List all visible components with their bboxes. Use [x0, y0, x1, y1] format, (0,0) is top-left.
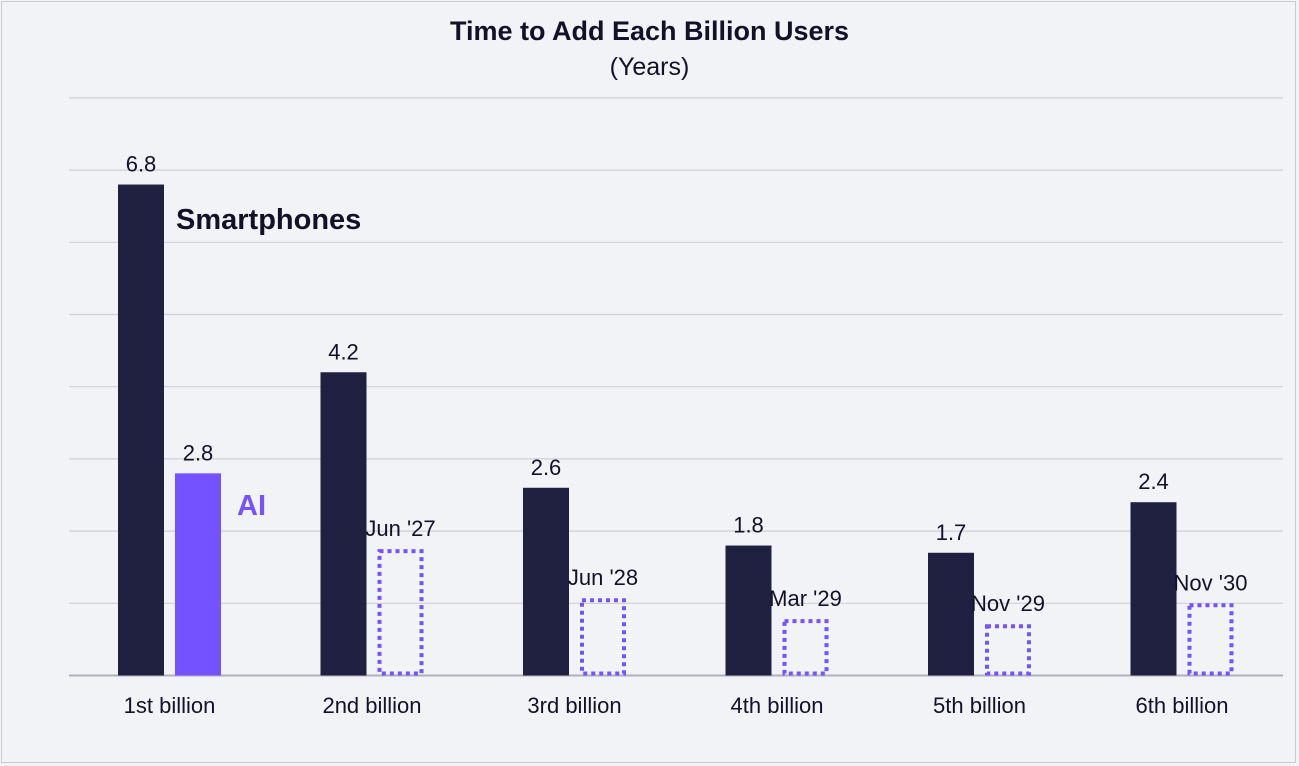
ai-bar — [175, 473, 221, 676]
x-tick-label: 1st billion — [124, 693, 216, 718]
chart-subtitle: (Years) — [609, 53, 690, 81]
ai-value-label: Jun '28 — [568, 565, 638, 590]
smartphones-series-label: Smartphones — [176, 204, 361, 236]
ai-value-label: Jun '27 — [365, 516, 435, 541]
smartphones-value-label: 6.8 — [126, 152, 157, 177]
ai-value-label: Mar '29 — [769, 586, 842, 611]
x-tick-label: 2nd billion — [322, 693, 421, 718]
smartphones-bar — [928, 552, 974, 676]
smartphones-bar — [725, 545, 772, 676]
x-tick-label: 4th billion — [731, 693, 824, 718]
ai-value-label: Nov '30 — [1174, 570, 1248, 595]
smartphones-value-label: 2.6 — [531, 455, 562, 480]
smartphones-bar — [320, 372, 367, 676]
ai-projected-bar — [1187, 603, 1234, 676]
ai-projected-bar — [782, 619, 829, 676]
ai-value-label: 2.8 — [183, 440, 214, 465]
x-tick-label: 5th billion — [933, 693, 1026, 718]
ai-value-label: Nov '29 — [971, 591, 1045, 616]
ai-projected-bar — [580, 598, 626, 676]
x-tick-label: 3rd billion — [527, 693, 621, 718]
x-tick-label: 6th billion — [1136, 693, 1229, 718]
chart-title: Time to Add Each Billion Users — [449, 16, 850, 46]
smartphones-bar — [523, 487, 569, 676]
ai-projected-bar — [985, 624, 1031, 676]
smartphones-value-label: 1.8 — [733, 513, 764, 538]
smartphones-bar — [118, 184, 164, 676]
ai-series-label: AI — [237, 490, 266, 522]
smartphones-bar — [1130, 502, 1177, 676]
smartphones-value-label: 1.7 — [936, 520, 967, 545]
smartphones-value-label: 2.4 — [1138, 469, 1169, 494]
smartphones-value-label: 4.2 — [328, 339, 359, 364]
ai-projected-bar — [377, 549, 424, 676]
